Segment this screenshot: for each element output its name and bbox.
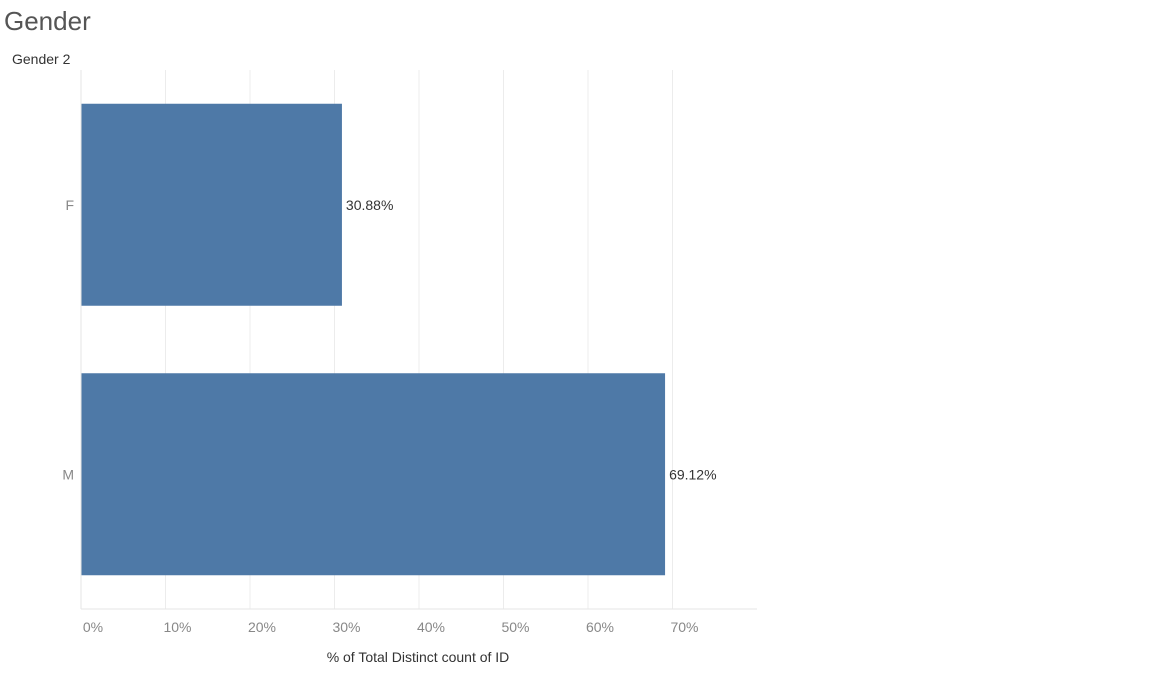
x-tick-label: 20%: [248, 619, 276, 635]
x-tick-label: 70%: [670, 619, 698, 635]
x-axis: 0% 10% 20% 30% 40% 50% 60% 70%: [80, 70, 757, 635]
x-axis-label: % of Total Distinct count of ID: [327, 649, 510, 665]
bars: F 30.88% M 69.12%: [62, 103, 717, 576]
x-tick-label: 60%: [586, 619, 614, 635]
category-label-M: M: [62, 466, 74, 482]
dimension-header: Gender 2: [12, 51, 71, 67]
x-tick-label: 0%: [83, 619, 103, 635]
x-tick-label: 40%: [417, 619, 445, 635]
bar-M: [81, 373, 666, 576]
x-tick-label: 10%: [163, 619, 191, 635]
data-label-M: 69.12%: [669, 466, 716, 482]
x-tick-label: 50%: [501, 619, 529, 635]
bar-F: [81, 103, 342, 306]
x-tick-label: 30%: [332, 619, 360, 635]
category-label-F: F: [65, 197, 74, 213]
chart-title: Gender: [4, 6, 91, 36]
data-label-F: 30.88%: [346, 197, 393, 213]
